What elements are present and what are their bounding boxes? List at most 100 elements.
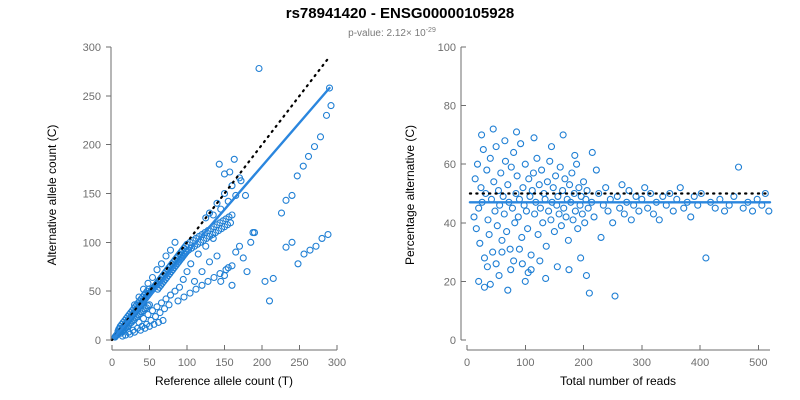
scatter-point xyxy=(519,184,527,192)
regression-line xyxy=(112,86,331,340)
scatter-point xyxy=(748,207,757,215)
scatter-point xyxy=(517,140,525,148)
scatter-point xyxy=(171,287,179,295)
right-x-tick-label: 300 xyxy=(633,357,651,369)
right-y-tick-label: 20 xyxy=(444,276,456,288)
scatter-point xyxy=(702,254,710,262)
scatter-point xyxy=(180,293,188,301)
scatter-point xyxy=(144,311,152,319)
scatter-point xyxy=(627,216,635,224)
scatter-point xyxy=(528,187,536,195)
scatter-point xyxy=(604,207,612,215)
scatter-point xyxy=(609,219,617,227)
scatter-point xyxy=(515,245,523,253)
scatter-point xyxy=(293,172,301,180)
left-y-axis-ticks: 0 50 100 150 200 250 300 xyxy=(83,42,111,347)
right-x-tick-label: 400 xyxy=(691,357,709,369)
scatter-point xyxy=(232,191,240,199)
scatter-point xyxy=(507,266,515,274)
scatter-point xyxy=(527,251,535,259)
scatter-point xyxy=(304,152,313,160)
scatter-point xyxy=(521,160,529,168)
scatter-point xyxy=(646,189,655,198)
scatter-point xyxy=(595,189,603,198)
scatter-point xyxy=(501,137,509,145)
right-y-tick-label: 80 xyxy=(444,101,456,113)
scatter-point xyxy=(483,166,491,174)
scatter-point xyxy=(205,258,214,266)
scatter-point xyxy=(265,297,274,305)
scatter-point xyxy=(687,213,695,221)
right-x-tick-label: 100 xyxy=(516,357,534,369)
scatter-point xyxy=(765,207,773,215)
scatter-point xyxy=(472,225,480,233)
scatter-point xyxy=(194,250,202,258)
scatter-point xyxy=(243,268,251,276)
scatter-point xyxy=(585,289,593,297)
right-y-tick-label: 40 xyxy=(444,218,456,230)
scatter-point xyxy=(547,216,555,224)
scatter-point xyxy=(480,254,489,262)
scatter-point xyxy=(473,160,482,168)
scatter-point xyxy=(527,266,535,274)
scatter-point xyxy=(470,213,478,221)
scatter-point xyxy=(504,181,512,189)
p-value-exponent: -29 xyxy=(426,27,436,34)
left-x-tick-label: 250 xyxy=(290,357,308,369)
scatter-point xyxy=(503,228,511,236)
left-x-axis-label: Reference allele count (T) xyxy=(155,374,293,388)
scatter-point xyxy=(574,225,582,233)
scatter-point xyxy=(507,163,515,171)
scatter-point xyxy=(209,234,217,242)
scatter-point xyxy=(486,154,494,162)
scatter-point xyxy=(228,211,236,219)
left-x-axis-ticks: 0 50 100 150 200 250 300 xyxy=(109,345,346,369)
scatter-point xyxy=(130,328,139,336)
scatter-point xyxy=(590,213,598,221)
left-x-tick-label: 100 xyxy=(178,357,196,369)
scatter-point xyxy=(118,332,127,340)
scatter-point xyxy=(224,264,232,272)
scatter-point xyxy=(160,305,169,313)
scatter-point xyxy=(237,177,245,185)
scatter-point xyxy=(145,322,154,330)
scatter-point xyxy=(483,263,491,271)
scatter-point xyxy=(553,263,561,271)
scatter-point xyxy=(582,271,591,280)
scatter-point xyxy=(644,204,652,212)
scatter-point xyxy=(564,236,572,244)
scatter-point xyxy=(209,211,217,219)
scatter-point xyxy=(526,192,534,200)
scatter-point xyxy=(535,181,543,189)
left-x-tick-label: 200 xyxy=(253,357,271,369)
scatter-point xyxy=(154,318,163,326)
right-x-tick-label: 0 xyxy=(464,357,470,369)
scatter-point xyxy=(230,155,238,163)
left-y-tick-label: 50 xyxy=(89,286,101,298)
scatter-point xyxy=(584,204,592,212)
scatter-point xyxy=(649,210,658,218)
scatter-point xyxy=(157,260,166,268)
scatter-point xyxy=(494,187,503,195)
scatter-point xyxy=(508,204,517,212)
scatter-point xyxy=(235,242,244,250)
scatter-point xyxy=(531,210,539,218)
scatter-point xyxy=(174,297,182,305)
scatter-point xyxy=(565,266,573,274)
scatter-point xyxy=(166,246,175,254)
scatter-point xyxy=(546,157,554,165)
scatter-point xyxy=(501,157,510,165)
left-panel: 0 50 100 150 200 250 300 Alternative allele co… xyxy=(45,42,346,388)
scatter-point xyxy=(542,242,550,250)
scatter-point xyxy=(282,243,290,251)
scatter-point xyxy=(151,313,160,321)
left-scatter-points xyxy=(111,64,335,341)
scatter-point xyxy=(205,209,214,217)
scatter-point xyxy=(216,270,224,278)
scatter-point xyxy=(569,216,577,224)
scatter-point xyxy=(560,204,568,212)
scatter-point xyxy=(318,234,326,242)
scatter-point xyxy=(616,204,624,212)
scatter-point xyxy=(536,204,544,212)
